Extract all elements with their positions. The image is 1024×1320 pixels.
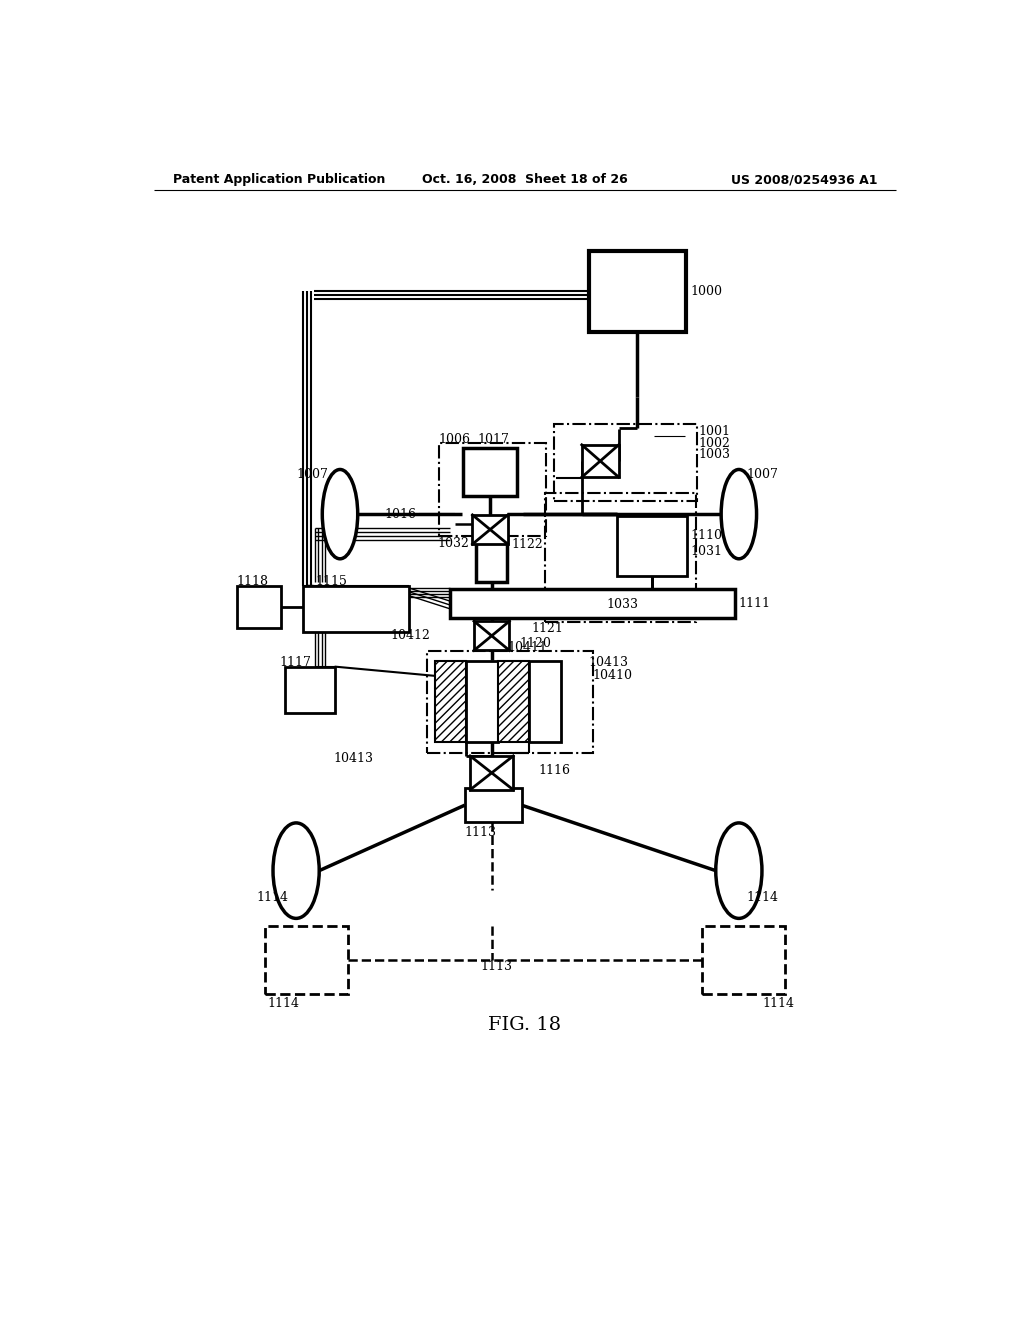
Bar [427,651,593,752]
Ellipse shape [323,470,357,558]
Bar [476,536,507,582]
Ellipse shape [716,822,762,919]
Text: Oct. 16, 2008  Sheet 18 of 26: Oct. 16, 2008 Sheet 18 of 26 [422,173,628,186]
Bar [438,444,547,536]
Bar [265,927,348,994]
Text: 1032: 1032 [437,537,469,550]
Text: 1031: 1031 [690,545,722,557]
Text: 1118: 1118 [237,576,269,589]
Text: US 2008/0254936 A1: US 2008/0254936 A1 [731,173,878,186]
Bar [617,516,686,576]
Text: 1114: 1114 [267,998,300,1010]
Text: 1001: 1001 [698,425,730,438]
Text: Patent Application Publication: Patent Application Publication [173,173,385,186]
Text: 1007: 1007 [746,467,778,480]
Text: 1122: 1122 [511,539,543,552]
Ellipse shape [273,822,319,919]
Text: 1017: 1017 [477,433,509,446]
Bar [285,667,335,713]
Bar [303,586,410,632]
Bar [451,589,735,618]
Text: 1115: 1115 [315,576,347,589]
Text: 10413: 10413 [589,656,629,669]
Bar [554,424,696,502]
Text: 1000: 1000 [690,285,722,298]
Text: 10411: 10411 [508,640,548,653]
Text: 1114: 1114 [762,998,794,1010]
Bar [582,445,618,478]
Text: 1114: 1114 [256,891,288,904]
Text: 1016: 1016 [385,508,417,520]
Text: 1006: 1006 [438,433,471,446]
Bar [528,661,561,742]
Text: 10412: 10412 [391,630,431,643]
Text: 1113: 1113 [481,961,513,973]
Bar [463,447,517,496]
Bar [465,788,521,822]
Bar [545,492,695,622]
Text: 1002: 1002 [698,437,730,450]
Text: 1113: 1113 [465,826,497,840]
Bar [237,586,282,628]
Text: 1033: 1033 [606,598,638,611]
Text: 1121: 1121 [531,622,563,635]
Text: FIG. 18: FIG. 18 [488,1015,561,1034]
Bar [701,927,785,994]
Text: 1117: 1117 [280,656,311,669]
Bar [470,756,513,789]
Text: 1007: 1007 [296,467,328,480]
Bar [466,661,498,742]
Text: 1110: 1110 [690,529,722,543]
Bar [498,661,528,742]
Bar [590,251,686,331]
Text: 1111: 1111 [739,597,771,610]
Bar [472,515,508,544]
Bar [435,661,466,742]
Ellipse shape [721,470,757,558]
Text: 1116: 1116 [539,764,570,777]
Text: 10410: 10410 [593,669,633,682]
Text: 1120: 1120 [519,638,551,649]
Text: 1114: 1114 [746,891,778,904]
Text: 1003: 1003 [698,449,730,462]
Text: 10413: 10413 [333,752,373,766]
Bar [474,622,509,651]
